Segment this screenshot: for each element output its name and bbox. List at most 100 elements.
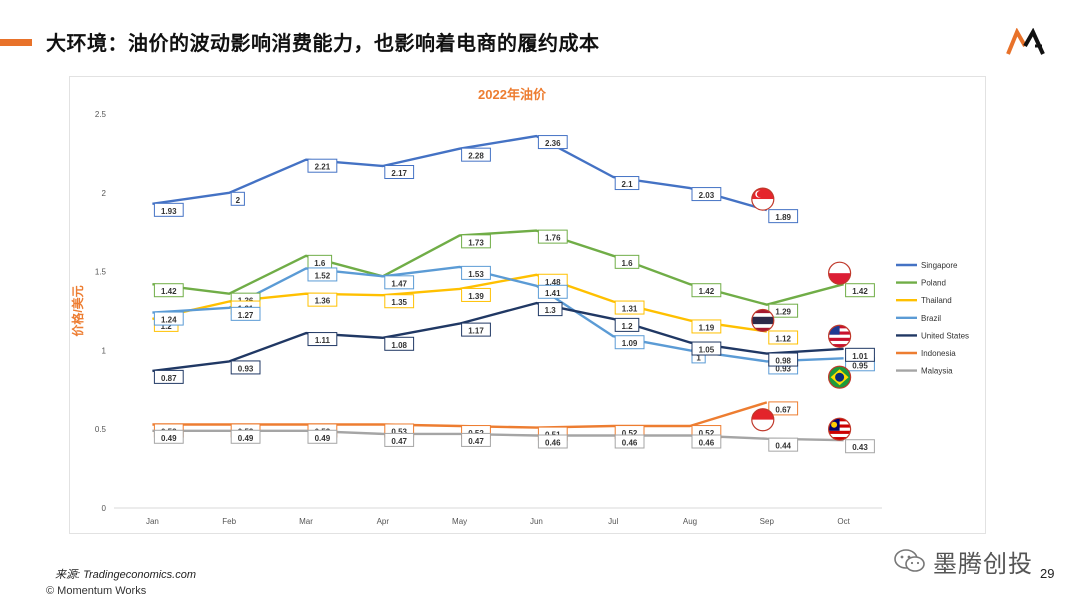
svg-text:1.19: 1.19 [699, 323, 715, 332]
y-tick-label: 2.5 [95, 110, 107, 119]
legend-item-united-states: United States [896, 331, 969, 340]
legend-item-indonesia: Indonesia [896, 349, 956, 358]
svg-text:0.47: 0.47 [468, 437, 484, 446]
data-label-united-states: 1.05 [691, 341, 722, 356]
y-axis-label: 价格/美元 [70, 285, 85, 336]
svg-text:0.49: 0.49 [238, 434, 254, 443]
data-label-thailand: 1.19 [691, 319, 722, 334]
svg-text:1.3: 1.3 [545, 306, 557, 315]
svg-text:0.95: 0.95 [852, 361, 868, 370]
data-label-brazil: 1.09 [614, 335, 645, 350]
svg-text:0.87: 0.87 [161, 374, 177, 383]
data-label-united-states: 0.87 [153, 369, 184, 384]
x-tick-label: Sep [760, 517, 775, 526]
data-label-malaysia: 0.49 [307, 429, 338, 444]
svg-text:1.53: 1.53 [468, 270, 484, 279]
svg-text:0.49: 0.49 [161, 434, 177, 443]
data-label-malaysia: 0.47 [461, 432, 491, 447]
svg-text:1.29: 1.29 [775, 308, 791, 317]
brazil-flag-icon [828, 366, 851, 389]
svg-text:1.11: 1.11 [315, 336, 331, 345]
data-label-singapore: 2.28 [461, 147, 491, 162]
svg-text:1.31: 1.31 [622, 305, 638, 314]
svg-text:2.28: 2.28 [468, 152, 484, 161]
x-tick-label: Oct [837, 517, 850, 526]
svg-text:1.09: 1.09 [622, 339, 638, 348]
data-label-poland: 1.73 [461, 234, 491, 249]
x-tick-label: Jan [146, 517, 159, 526]
singapore-flag-icon [751, 188, 774, 211]
series-line-brazil [152, 265, 844, 363]
x-tick-label: Jul [608, 517, 618, 526]
data-label-united-states: 0.98 [768, 352, 799, 367]
y-tick-label: 1.5 [95, 268, 107, 277]
data-label-poland: 1.29 [768, 303, 799, 318]
data-label-singapore: 2 [230, 191, 245, 206]
svg-text:2: 2 [236, 196, 241, 205]
svg-text:1.89: 1.89 [775, 213, 791, 222]
svg-text:0.52: 0.52 [622, 429, 638, 438]
x-tick-label: Aug [683, 517, 697, 526]
data-label-brazil: 1.47 [384, 275, 415, 290]
svg-text:1.01: 1.01 [852, 352, 868, 361]
data-label-singapore: 2.03 [691, 187, 722, 202]
svg-text:United States: United States [921, 331, 969, 340]
momentum-works-logo-icon [1006, 28, 1045, 55]
svg-text:Singapore: Singapore [921, 261, 958, 270]
data-label-brazil: 1.53 [461, 265, 491, 280]
svg-text:1.47: 1.47 [391, 279, 407, 288]
svg-text:0.47: 0.47 [391, 437, 407, 446]
svg-text:2.1: 2.1 [621, 180, 633, 189]
svg-text:1.52: 1.52 [315, 271, 331, 280]
indonesia-flag-icon [751, 408, 774, 431]
flag-border [827, 365, 852, 389]
svg-text:0.43: 0.43 [852, 443, 868, 452]
svg-text:1: 1 [696, 353, 701, 362]
svg-text:1.6: 1.6 [314, 259, 326, 268]
data-label-poland: 1.42 [691, 283, 722, 298]
x-tick-label: Feb [222, 517, 236, 526]
data-label-thailand: 1.36 [307, 292, 338, 307]
data-label-singapore: 2.1 [614, 176, 640, 191]
svg-text:1.41: 1.41 [545, 289, 561, 298]
chart-title: 2022年油价 [478, 87, 547, 102]
legend-item-brazil: Brazil [896, 314, 941, 323]
svg-text:1.05: 1.05 [699, 346, 715, 355]
svg-text:Indonesia: Indonesia [921, 349, 956, 358]
brand-name: 墨腾创投 [933, 550, 1033, 578]
svg-text:0.53: 0.53 [391, 427, 407, 436]
data-label-singapore: 1.93 [153, 202, 184, 217]
svg-text:Brazil: Brazil [921, 314, 941, 323]
svg-text:1.76: 1.76 [545, 234, 561, 243]
svg-text:0.93: 0.93 [238, 364, 254, 373]
data-label-brazil: 1.41 [537, 284, 568, 299]
svg-text:1.08: 1.08 [391, 341, 407, 350]
flag-border [751, 308, 775, 333]
svg-text:1.39: 1.39 [468, 292, 484, 301]
data-label-poland: 1.42 [153, 283, 184, 298]
title-accent-bar [0, 39, 32, 46]
svg-text:1.73: 1.73 [468, 238, 484, 247]
data-label-brazil: 1.27 [230, 306, 261, 321]
data-label-united-states: 1.2 [614, 317, 640, 332]
svg-text:Thailand: Thailand [921, 296, 952, 305]
data-label-malaysia: 0.47 [384, 432, 415, 447]
svg-text:1.2: 1.2 [161, 322, 173, 331]
thailand-flag-icon [751, 309, 774, 332]
svg-text:0.49: 0.49 [315, 434, 331, 443]
data-label-singapore: 2.21 [307, 158, 338, 173]
series-line-united-states [152, 301, 844, 373]
x-tick-label: Apr [377, 517, 390, 526]
data-label-poland: 1.76 [537, 229, 568, 244]
data-label-malaysia: 0.44 [768, 437, 799, 452]
data-label-malaysia: 0.49 [153, 429, 184, 444]
x-tick-label: Jun [530, 517, 543, 526]
data-label-singapore: 2.17 [384, 165, 415, 180]
legend-item-singapore: Singapore [896, 261, 958, 270]
svg-text:1.42: 1.42 [699, 287, 715, 296]
flag-border [751, 408, 775, 432]
legend-item-thailand: Thailand [896, 296, 952, 305]
data-label-thailand: 1.35 [384, 294, 415, 309]
svg-text:1.24: 1.24 [161, 316, 177, 325]
